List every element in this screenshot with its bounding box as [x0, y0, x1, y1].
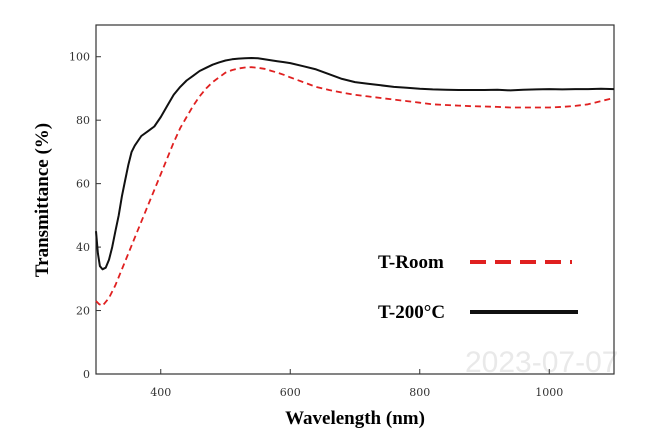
y-tick-label: 20 [76, 305, 90, 318]
y-tick-label: 100 [69, 51, 90, 64]
y-tick-label: 80 [76, 114, 90, 127]
y-tick-label: 0 [83, 368, 90, 381]
y-tick-label: 40 [76, 241, 90, 254]
y-tick-label: 60 [76, 178, 90, 191]
plot-frame [95, 24, 615, 375]
y-axis-title: Transmittance (%) [32, 123, 53, 277]
x-tick-label: 1000 [535, 386, 563, 399]
x-axis-title: Wavelength (nm) [285, 408, 425, 429]
series-line-t-room [95, 66, 615, 307]
legend-label-t-200c: T-200°C [378, 302, 445, 323]
x-tick-label: 600 [280, 386, 301, 399]
legend: T-Room T-200°C [378, 252, 578, 323]
series-layer [95, 57, 615, 307]
series-line-t-200c [95, 57, 615, 271]
x-tick-label: 800 [409, 386, 430, 399]
y-axis-ticks: 0 20 40 60 80 100 [69, 51, 101, 381]
x-axis-ticks: 400 600 800 1000 [150, 369, 563, 399]
x-tick-label: 400 [150, 386, 171, 399]
legend-label-t-room: T-Room [378, 252, 444, 273]
